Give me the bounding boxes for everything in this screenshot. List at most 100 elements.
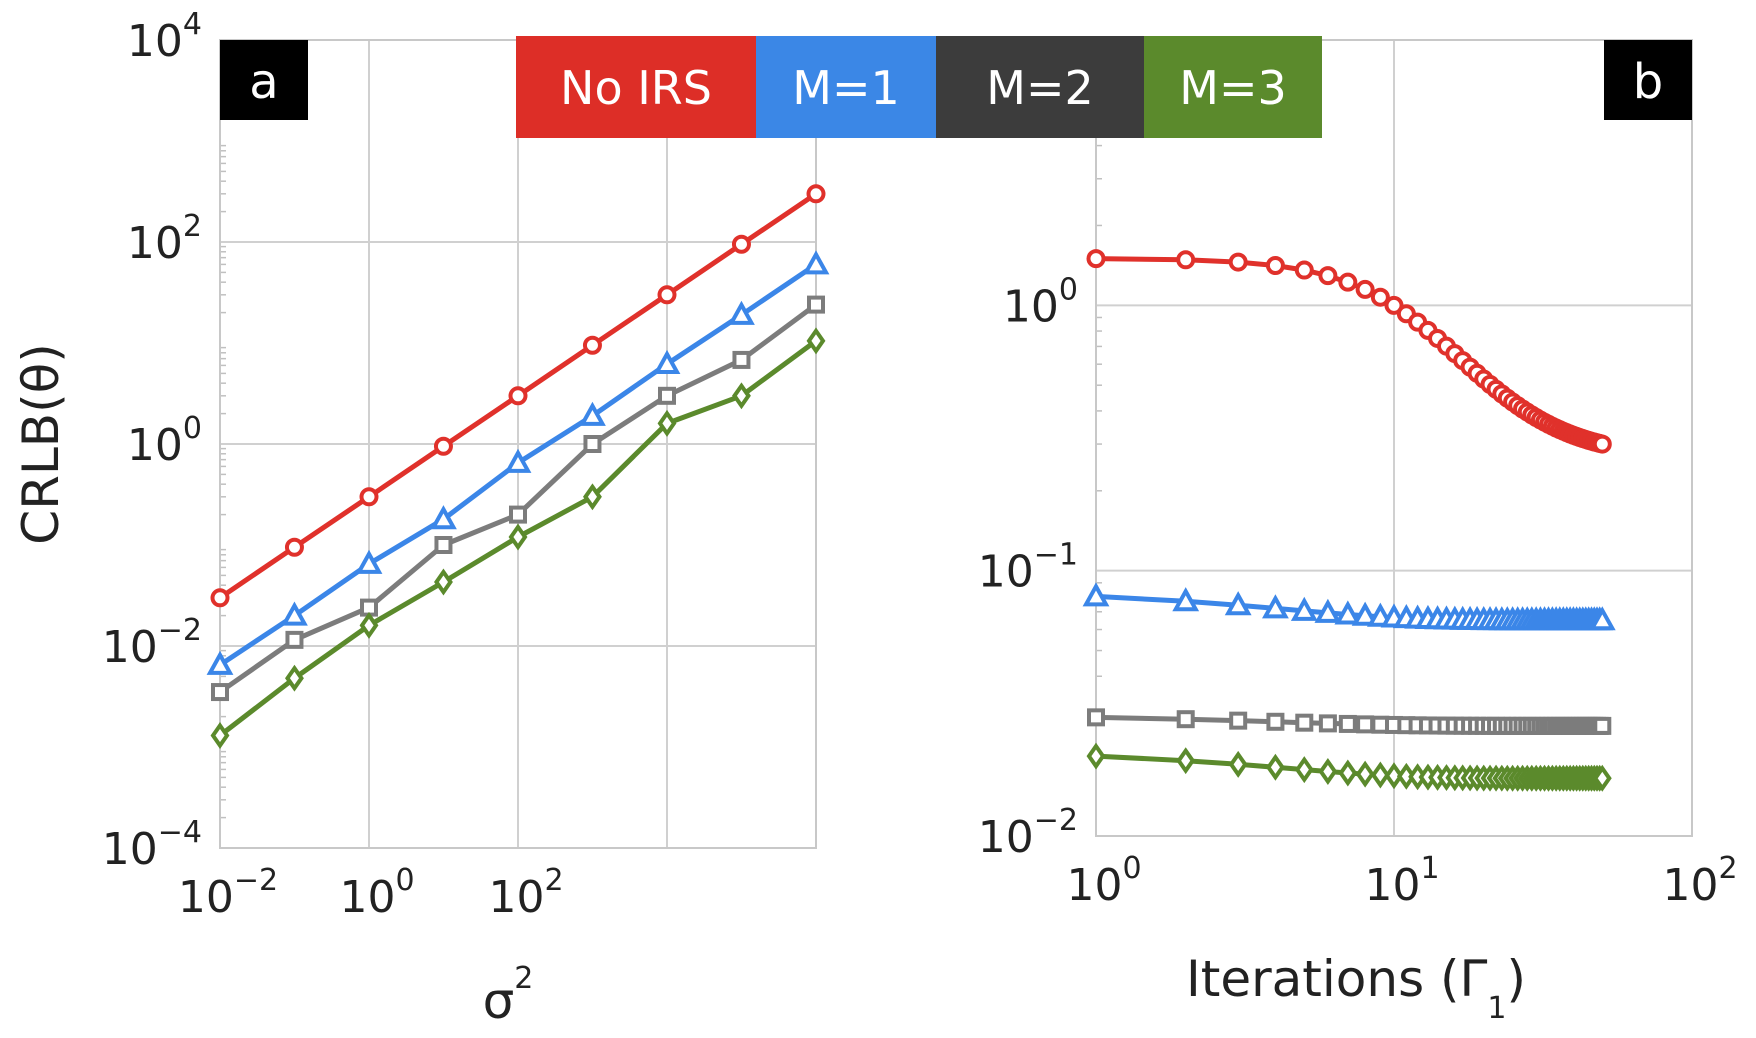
data-point-m-3	[732, 382, 751, 410]
data-point-no-irs	[1318, 266, 1338, 286]
data-point-m-3	[210, 722, 230, 749]
data-point-m-3	[1086, 742, 1106, 770]
data-point-m-1	[430, 505, 457, 530]
data-point-m-2	[509, 505, 527, 524]
data-point-no-irs	[582, 335, 602, 355]
data-point-no-irs	[806, 184, 826, 204]
data-point-m-2	[1176, 710, 1195, 729]
data-point-m-3	[583, 483, 602, 511]
data-point-m-1	[355, 549, 383, 574]
data-point-m-1	[579, 401, 606, 426]
panel-b-x-ticks: 100 101 102	[1066, 851, 1737, 911]
panel-b-frame	[1095, 39, 1693, 837]
data-point-m-3	[1338, 759, 1358, 787]
data-point-no-irs	[1294, 260, 1314, 280]
panel-a-y-tick-label: 100	[127, 411, 202, 471]
data-point-m-2	[1087, 708, 1105, 727]
data-point-no-irs	[1338, 272, 1358, 292]
panel-a-series	[206, 184, 830, 749]
panel-b-x-tick-label: 102	[1662, 851, 1737, 911]
panel-a-y-ticks: 10−4 10−2 100 102 104	[102, 7, 202, 875]
legend-swatch-m1	[756, 36, 936, 138]
panel-a-y-tick-label: 10−2	[102, 613, 202, 673]
panel-a-grid	[219, 39, 817, 849]
legend-label-m1: M=1	[792, 61, 900, 115]
data-point-no-irs	[1370, 287, 1390, 307]
panel-b-x-axis-label: Iterations (Γ1)	[1186, 950, 1526, 1026]
legend-swatch-m2	[936, 36, 1144, 138]
data-point-m-1	[728, 300, 755, 325]
data-point-m-2	[1295, 713, 1314, 732]
data-point-m-1	[802, 250, 830, 275]
data-point-m-1	[281, 601, 308, 626]
data-point-m-2	[285, 630, 304, 649]
panel-a-label-box	[220, 40, 308, 120]
panel-a-y-axis-label: CRLB(θ)	[12, 343, 70, 544]
data-point-m-1	[1290, 596, 1318, 621]
panel-a-x-tick-label: 100	[339, 863, 414, 923]
panel-a-y-tick-label: 102	[127, 209, 202, 269]
panel-b-label: b	[1633, 54, 1663, 110]
data-point-m-1	[206, 650, 234, 675]
data-point-m-3	[806, 327, 826, 355]
data-point-no-irs	[731, 234, 751, 254]
legend-label-m3: M=3	[1179, 61, 1287, 115]
data-point-m-2	[1338, 714, 1357, 733]
data-point-no-irs	[284, 537, 304, 557]
data-point-m-3	[1294, 756, 1314, 784]
panel-a-x-ticks: 10−2 100 102	[178, 863, 564, 923]
data-point-m-1	[1334, 600, 1362, 625]
data-point-m-3	[1370, 761, 1390, 789]
panel-a-y-tick-label: 10−4	[102, 815, 202, 875]
data-point-m-2	[583, 435, 602, 453]
data-point-m-1	[1588, 606, 1616, 631]
data-point-m-3	[1592, 764, 1612, 792]
panel-a-y-tick-label: 104	[127, 7, 202, 67]
data-point-m-3	[434, 568, 453, 596]
data-point-m-1	[1262, 594, 1289, 619]
data-point-m-2	[658, 386, 676, 405]
data-point-no-irs	[1086, 249, 1106, 269]
data-point-m-2	[434, 536, 453, 554]
legend: No IRS M=1 M=2 M=3	[516, 36, 1322, 138]
data-point-m-1	[1351, 601, 1379, 626]
data-point-m-1	[1082, 582, 1110, 607]
data-point-m-2	[1229, 711, 1248, 730]
data-point-m-1	[1224, 591, 1252, 616]
panel-b-y-tick-label: 10−2	[978, 803, 1078, 863]
data-point-m-1	[653, 349, 681, 374]
data-point-m-2	[1318, 714, 1337, 733]
panel-a-x-tick-label: 102	[488, 863, 563, 923]
data-point-m-1	[1314, 598, 1342, 623]
panel-b-x-tick-label: 100	[1066, 851, 1141, 911]
data-point-m-3	[1318, 758, 1338, 785]
panel-b-series	[1082, 249, 1616, 792]
panel-a-label: a	[249, 54, 278, 110]
panel-b-y-ticks: 10−2 10−1 100	[978, 272, 1078, 863]
data-point-m-2	[807, 295, 825, 314]
legend-label-m2: M=2	[986, 61, 1094, 115]
panel-b-label-box	[1604, 40, 1692, 120]
data-point-m-3	[657, 409, 677, 437]
data-point-m-2	[732, 350, 751, 369]
panel-a-x-axis-label: σ2	[483, 961, 534, 1030]
data-point-no-irs	[1384, 295, 1404, 315]
panel-b-y-tick-label: 10−1	[978, 538, 1078, 598]
data-point-m-1	[504, 448, 532, 473]
data-point-no-irs	[657, 285, 677, 305]
data-point-m-3	[1265, 753, 1285, 781]
data-point-m-3	[1355, 760, 1375, 788]
data-point-m-3	[1176, 747, 1196, 775]
legend-swatch-m3	[1144, 36, 1322, 138]
data-point-no-irs	[1228, 252, 1248, 272]
data-point-m-1	[1172, 587, 1200, 612]
data-point-m-2	[1356, 715, 1375, 734]
data-point-m-3	[285, 664, 304, 692]
data-point-m-3	[508, 523, 528, 551]
data-point-m-3	[359, 611, 379, 639]
data-point-no-irs	[1592, 434, 1612, 454]
data-point-m-3	[1384, 762, 1404, 790]
data-point-m-2	[1266, 712, 1285, 731]
data-point-no-irs	[359, 487, 379, 507]
